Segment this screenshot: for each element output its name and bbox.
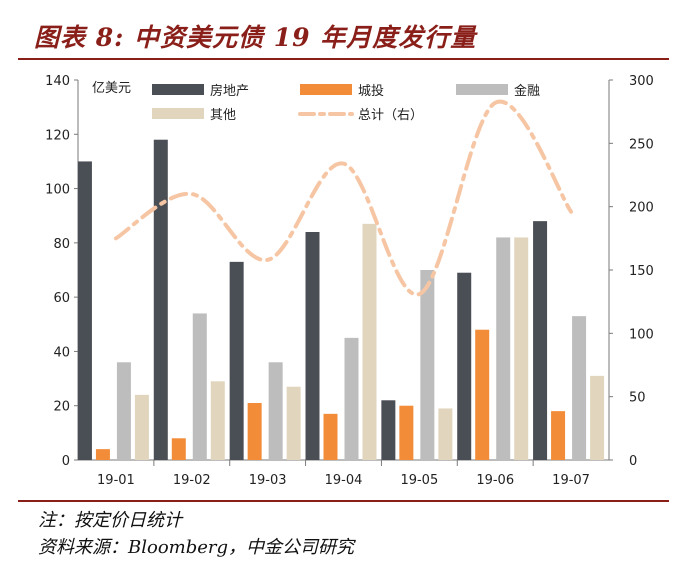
bar-line-chart: 0 20 40 60 80 100 120 140 0 50 100 150 200 250 300 亿美元 1… [45, 74, 654, 488]
bar [344, 337, 359, 460]
left-tick-label: 140 [45, 74, 70, 89]
bar [475, 329, 490, 460]
x-tick-label: 19-04 [325, 473, 363, 488]
legend-label: 总计（右） [358, 108, 423, 123]
left-tick-label: 0 [62, 454, 70, 469]
legend-swatch [152, 108, 204, 119]
left-tick-label: 120 [45, 128, 70, 143]
bar [247, 403, 262, 460]
legend-swatch [300, 84, 352, 95]
legend-label: 房地产 [210, 83, 249, 99]
bar [134, 394, 149, 460]
right-tick-label: 100 [629, 327, 654, 342]
left-tick-label: 20 [53, 400, 70, 415]
right-tick-label: 250 [629, 137, 654, 152]
legend-swatch [456, 84, 508, 95]
left-tick-label: 80 [53, 237, 70, 252]
footnote: 注：按定价日统计 [38, 510, 182, 531]
right-tick-label: 0 [629, 454, 637, 469]
unit-label: 亿美元 [92, 81, 131, 96]
bar [399, 405, 414, 460]
bar [551, 411, 566, 460]
legend-label: 金融 [514, 83, 540, 99]
bar [533, 221, 548, 460]
legend-swatch [152, 84, 204, 95]
left-tick-label: 60 [53, 291, 70, 306]
bar [323, 413, 338, 460]
x-tick-label: 19-02 [173, 473, 211, 488]
source-note: 资料来源：Bloomberg，中金公司研究 [38, 537, 355, 558]
bar [210, 381, 225, 460]
bar [362, 223, 377, 460]
x-tick-label: 19-01 [97, 473, 135, 488]
right-tick-label: 150 [629, 264, 654, 279]
bar [305, 232, 320, 460]
title-rule [18, 58, 669, 60]
bar [116, 362, 131, 460]
bar [77, 161, 92, 460]
right-tick-label: 200 [629, 201, 654, 216]
bar [514, 237, 529, 460]
bar [572, 316, 587, 460]
bar [268, 362, 283, 460]
bar [496, 237, 511, 460]
bar [153, 139, 168, 460]
left-tick-label: 100 [45, 183, 70, 198]
total-line [113, 99, 574, 297]
x-tick-label: 19-07 [552, 473, 590, 488]
legend-label: 城投 [358, 83, 384, 99]
bar [171, 438, 186, 460]
legend-label: 其他 [210, 108, 236, 123]
right-tick-label: 300 [629, 74, 654, 89]
x-tick-label: 19-05 [400, 473, 438, 488]
bar [590, 375, 605, 460]
bar [286, 386, 301, 460]
bar [381, 400, 396, 460]
right-tick-label: 50 [629, 391, 646, 406]
chart-title: 图表 8: 中资美元债 19 年月度发行量 [34, 23, 477, 52]
left-tick-label: 40 [53, 345, 70, 360]
x-tick-label: 19-06 [476, 473, 514, 488]
bar [192, 313, 207, 460]
bar [229, 261, 244, 460]
bar [95, 449, 110, 460]
bar [457, 272, 472, 460]
x-tick-label: 19-03 [249, 473, 287, 488]
footer-rule [18, 500, 669, 502]
bar [420, 270, 435, 460]
bar [438, 408, 453, 460]
